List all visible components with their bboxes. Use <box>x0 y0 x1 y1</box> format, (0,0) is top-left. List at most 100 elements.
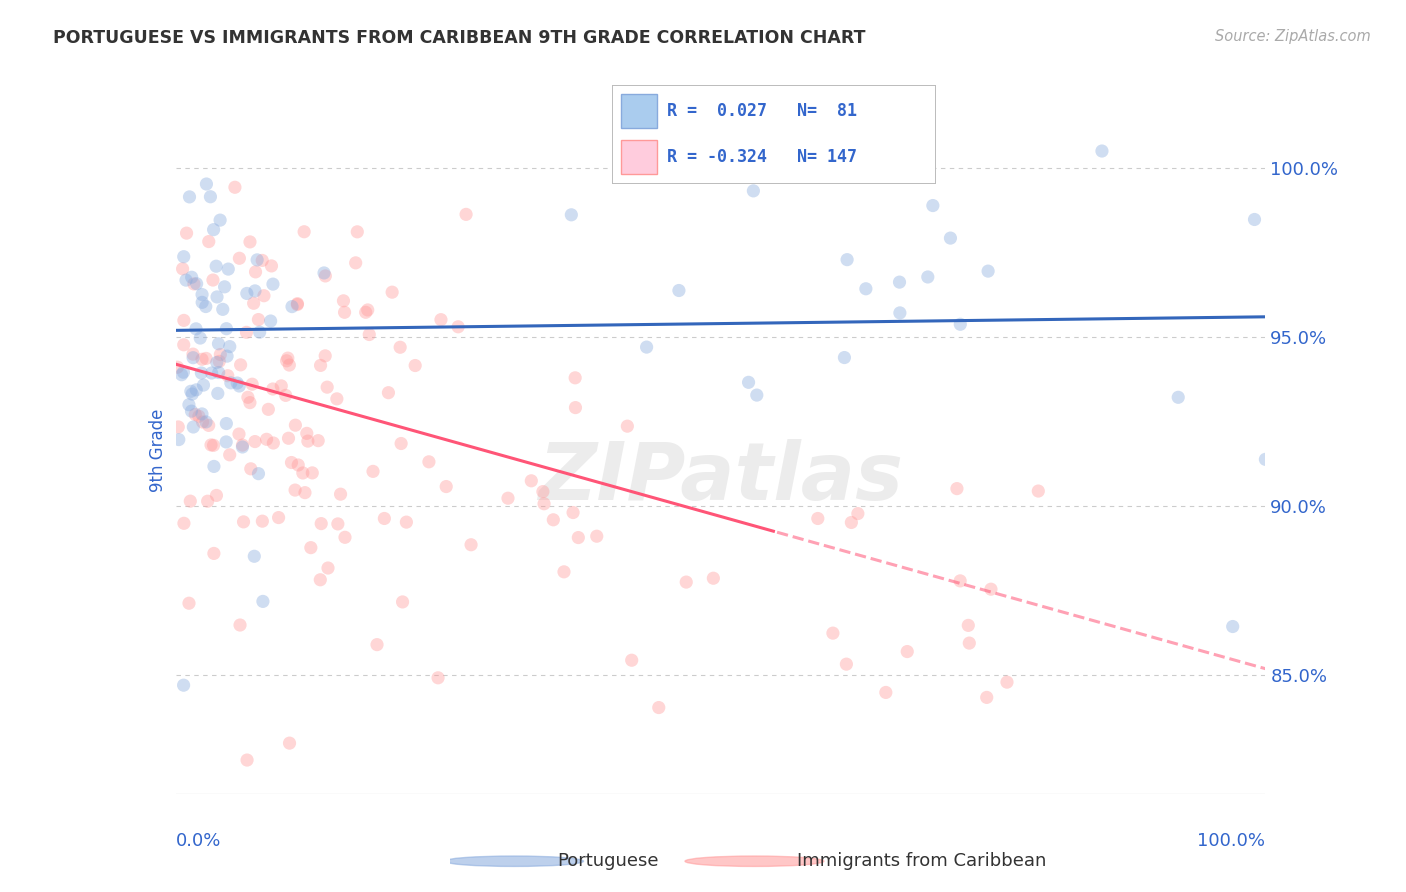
Point <box>243 284 266 298</box>
Point <box>361 464 384 478</box>
Point <box>970 847 993 862</box>
Point <box>314 268 336 283</box>
Point <box>553 565 575 579</box>
Point <box>200 438 222 452</box>
Point <box>292 225 315 239</box>
Point <box>381 285 404 300</box>
Point <box>262 277 284 292</box>
Point <box>247 312 270 326</box>
Text: 100.0%: 100.0% <box>1198 831 1265 850</box>
Point <box>205 259 228 273</box>
Circle shape <box>685 856 824 866</box>
Point <box>173 338 195 352</box>
Point <box>215 434 238 449</box>
Point <box>208 366 231 380</box>
FancyBboxPatch shape <box>621 94 657 128</box>
Point <box>291 466 314 480</box>
Point <box>745 388 768 402</box>
Point <box>976 690 998 705</box>
Point <box>167 420 190 434</box>
Point <box>287 458 309 472</box>
Point <box>219 376 242 390</box>
Point <box>218 448 240 462</box>
Point <box>333 305 356 319</box>
Point <box>257 402 280 417</box>
Point <box>917 270 939 285</box>
Point <box>252 594 274 608</box>
Point <box>231 440 253 454</box>
Point <box>195 415 218 429</box>
Point <box>218 340 240 354</box>
Point <box>179 494 201 508</box>
Point <box>278 358 301 372</box>
Point <box>195 177 218 191</box>
Point <box>1091 144 1114 158</box>
Point <box>197 235 219 249</box>
Point <box>215 321 238 335</box>
Point <box>357 302 380 317</box>
Point <box>229 618 252 632</box>
Point <box>191 352 214 367</box>
Point <box>921 198 943 212</box>
Point <box>434 479 457 493</box>
Point <box>193 378 215 392</box>
Point <box>252 253 274 268</box>
Point <box>259 314 281 328</box>
Point <box>616 419 638 434</box>
Point <box>229 358 252 372</box>
Point <box>166 360 188 375</box>
Point <box>354 305 377 319</box>
Point <box>284 804 307 818</box>
Point <box>309 573 332 587</box>
Point <box>267 510 290 524</box>
Point <box>201 273 224 287</box>
Text: R =  0.027   N=  81: R = 0.027 N= 81 <box>666 102 856 120</box>
Point <box>207 336 229 351</box>
Point <box>209 347 232 361</box>
Point <box>173 678 195 692</box>
Point <box>240 377 263 392</box>
Point <box>274 388 297 402</box>
Point <box>648 700 671 714</box>
Point <box>245 265 267 279</box>
Point <box>179 190 201 204</box>
Point <box>1222 619 1244 633</box>
Point <box>312 266 335 280</box>
Point <box>280 456 302 470</box>
Point <box>389 340 412 354</box>
Point <box>211 302 233 317</box>
Point <box>277 431 299 445</box>
Point <box>835 252 858 267</box>
Point <box>977 264 1000 278</box>
Point <box>202 222 225 236</box>
Point <box>170 368 193 382</box>
Point <box>173 250 195 264</box>
Point <box>560 208 582 222</box>
Point <box>834 351 856 365</box>
Point <box>173 313 195 327</box>
Point <box>995 675 1018 690</box>
Point <box>346 225 368 239</box>
Point <box>285 297 308 311</box>
Point <box>949 574 972 588</box>
Point <box>235 326 257 340</box>
Point <box>284 483 307 497</box>
Point <box>636 340 658 354</box>
Point <box>460 538 482 552</box>
Point <box>332 293 354 308</box>
Point <box>1254 452 1277 467</box>
Point <box>205 355 228 369</box>
Point <box>278 736 301 750</box>
Point <box>243 549 266 564</box>
Y-axis label: 9th Grade: 9th Grade <box>149 409 167 492</box>
Point <box>173 516 195 531</box>
Text: ZIPatlas: ZIPatlas <box>538 439 903 517</box>
Point <box>949 318 972 332</box>
Point <box>533 497 555 511</box>
Point <box>215 417 238 431</box>
Point <box>262 382 284 396</box>
Point <box>447 319 470 334</box>
Point <box>1167 390 1189 404</box>
Point <box>284 418 307 433</box>
Point <box>181 347 204 361</box>
